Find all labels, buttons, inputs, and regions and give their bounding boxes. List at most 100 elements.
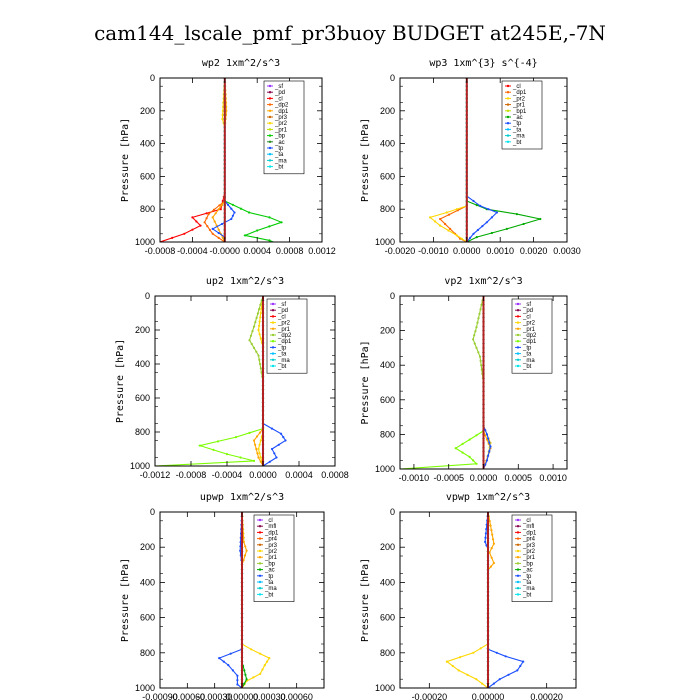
data-point: [472, 459, 475, 462]
x-tick-label: 0.0000: [470, 473, 498, 483]
legend-label: _ma: [522, 358, 535, 364]
data-point: [507, 673, 510, 676]
data-point: [472, 338, 475, 341]
legend-marker: [268, 103, 272, 106]
y-tick-label: 0: [390, 291, 395, 301]
legend-marker: [516, 315, 520, 318]
data-point: [259, 367, 262, 370]
data-point: [476, 228, 479, 232]
legend-label: _sf: [522, 302, 531, 308]
data-point: [220, 222, 224, 226]
legend-label: _dp2: [277, 333, 292, 339]
legend-marker: [268, 146, 272, 150]
data-point: [243, 669, 246, 672]
x-tick-label: -0.0012: [140, 470, 171, 480]
legend-label: _ta: [522, 580, 532, 586]
x-tick-label: 0.00020: [530, 692, 563, 700]
x-tick-label: 0.0008: [276, 246, 304, 256]
y-tick-label: 0: [150, 73, 155, 83]
data-point: [429, 216, 432, 219]
series-group: [445, 512, 525, 688]
data-point: [472, 232, 475, 235]
y-tick-label: 200: [380, 542, 395, 552]
chart-panel-0: wp2 1xm^2/s^3 Pressure [hPa] 0 200 400 600 800…: [120, 58, 336, 256]
data-point: [236, 683, 239, 686]
series-line-dp1: [439, 78, 468, 242]
data-point: [270, 427, 274, 430]
legend-marker: [516, 333, 520, 337]
data-point: [239, 549, 242, 552]
data-point: [206, 225, 209, 228]
data-point: [477, 351, 480, 354]
data-point: [451, 664, 454, 668]
legend-label: _sf: [274, 84, 283, 90]
legend-label: _bt: [512, 140, 522, 146]
x-tick-label: -0.0010: [399, 473, 430, 483]
data-point: [457, 669, 460, 672]
legend-label: _tp: [274, 146, 284, 152]
data-point: [473, 334, 476, 337]
data-point: [488, 520, 491, 523]
legend-label: _bp1: [512, 109, 527, 115]
data-point: [475, 346, 478, 349]
data-point: [461, 442, 464, 445]
data-point: [258, 443, 261, 446]
data-point: [445, 211, 448, 214]
data-point: [256, 312, 259, 315]
data-point: [270, 447, 274, 451]
data-point: [273, 452, 276, 455]
data-point: [260, 307, 263, 310]
data-point: [211, 216, 214, 219]
data-point: [198, 444, 202, 447]
legend-marker: [506, 109, 510, 113]
y-tick-label: 400: [380, 139, 395, 149]
legend-label: _bp: [274, 134, 286, 140]
data-point: [255, 447, 258, 451]
legend-label: _pd: [274, 90, 285, 96]
legend-marker: [506, 134, 510, 137]
data-point: [479, 359, 482, 362]
legend-marker: [268, 122, 272, 125]
legend-label: _bt: [274, 165, 284, 171]
legend-marker: [258, 531, 262, 534]
x-tick-label: 0.0004: [243, 246, 271, 256]
data-point: [488, 441, 491, 444]
y-axis-label: Pressure [hPa]: [120, 558, 131, 642]
chart-title: up2 1xm^2/s^3: [206, 276, 284, 287]
legend-label: _pd: [522, 308, 533, 314]
y-tick-label: 0: [390, 507, 395, 517]
data-point: [460, 237, 463, 240]
plot-frame: [159, 77, 323, 243]
data-point: [191, 228, 194, 231]
data-point: [230, 217, 233, 221]
x-tick-label: -0.0010: [418, 246, 449, 256]
legend-box: [263, 80, 305, 175]
data-point: [255, 316, 258, 319]
legend-label: _ta: [264, 580, 274, 586]
series-group: [428, 78, 542, 242]
data-point: [259, 337, 262, 340]
data-point: [225, 453, 229, 456]
data-point: [515, 213, 519, 216]
data-point: [239, 456, 242, 459]
data-point: [225, 109, 228, 112]
data-point: [522, 660, 525, 663]
legend-marker: [268, 97, 272, 100]
y-tick-label: 0: [150, 507, 155, 517]
legend-label: _cl: [264, 518, 273, 524]
data-point: [205, 212, 208, 215]
data-point: [487, 454, 490, 457]
series-line-pr2: [428, 78, 468, 242]
data-point: [263, 664, 266, 667]
x-tick-label: -0.0000: [210, 246, 241, 256]
legend-label: _pr3: [274, 115, 288, 121]
y-tick-label: 400: [140, 577, 155, 587]
data-point: [439, 217, 442, 221]
legend-label: _bt: [277, 364, 287, 370]
y-tick-label: 800: [380, 429, 395, 439]
legend-label: _tp: [277, 345, 287, 351]
y-tick-label: 600: [380, 613, 395, 623]
data-point: [207, 213, 210, 216]
legend-marker: [516, 562, 520, 565]
data-point: [258, 452, 261, 455]
